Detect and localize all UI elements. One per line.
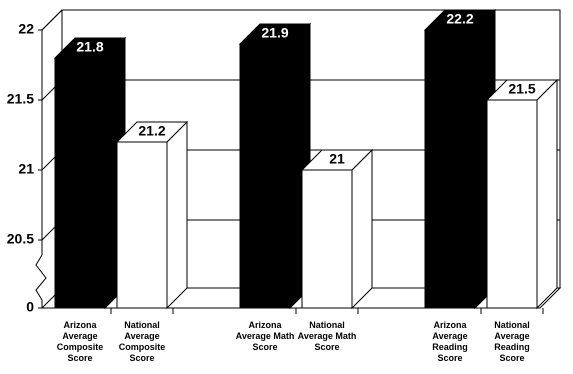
bar (54, 57, 106, 309)
bar-top (423, 9, 497, 31)
x-tick-label: National Average Math Score (297, 320, 357, 352)
y-tick-label: 20.5 (7, 231, 34, 247)
data-label: 21.9 (261, 25, 288, 41)
y-tick-label: 22 (18, 21, 34, 37)
data-label: 22.2 (446, 11, 473, 27)
grid-line (41, 9, 63, 31)
x-tick-label: National Average Composite Score (118, 320, 166, 363)
bar-side (351, 148, 373, 310)
bar-side (536, 78, 558, 310)
axis-break (35, 254, 47, 308)
data-label: 21.5 (508, 81, 535, 97)
x-tick-label: National Average Reading Score (494, 320, 530, 363)
bar (486, 99, 538, 309)
y-tick-label: 21 (18, 161, 34, 177)
bar-top (485, 79, 559, 101)
bar-side (166, 120, 188, 310)
bar-top (53, 37, 127, 59)
y-tick-label: 0 (26, 299, 34, 315)
data-label: 21.2 (138, 123, 165, 139)
bar (116, 141, 168, 309)
bar-top (238, 23, 312, 45)
x-tick-label: Arizona Average Reading Score (432, 320, 468, 363)
bar (239, 43, 291, 309)
data-label: 21 (329, 151, 345, 167)
x-tick-label: Arizona Average Composite Score (56, 320, 104, 363)
y-tick-label: 21.5 (7, 91, 34, 107)
bar-top (115, 121, 189, 143)
data-label: 21.8 (76, 39, 103, 55)
x-tick-label: Arizona Average Math Score (235, 320, 295, 352)
bar-top (300, 149, 374, 171)
bar (301, 169, 353, 309)
bar (424, 29, 476, 309)
